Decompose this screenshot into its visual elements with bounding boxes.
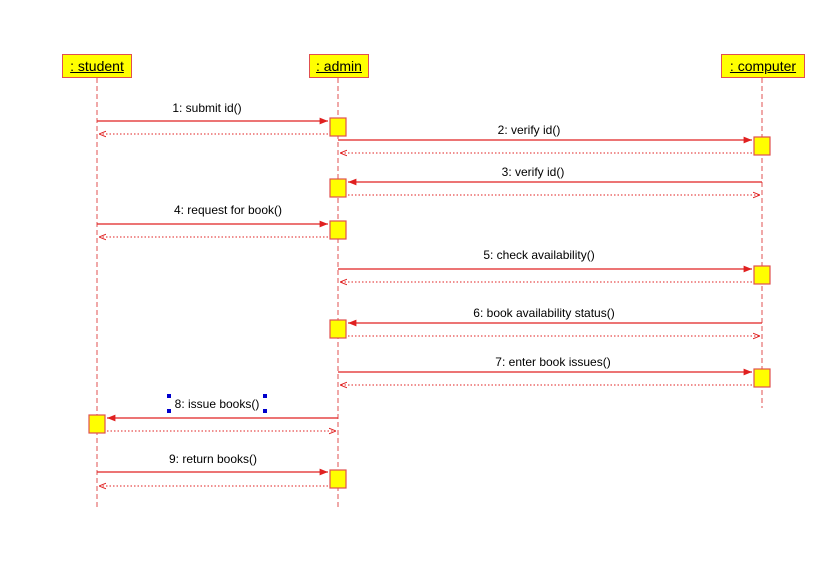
lifeline-label-admin: : admin bbox=[316, 58, 362, 74]
lifeline-head-computer[interactable]: : computer bbox=[721, 54, 805, 78]
message-label-2[interactable]: 2: verify id() bbox=[497, 123, 561, 137]
activation-box-7 bbox=[753, 368, 771, 388]
message-label-7[interactable]: 7: enter book issues() bbox=[495, 355, 611, 369]
activation-box-1 bbox=[329, 117, 347, 137]
message-label-3[interactable]: 3: verify id() bbox=[501, 165, 565, 179]
message-label-5[interactable]: 5: check availability() bbox=[483, 248, 595, 262]
lifeline-head-admin[interactable]: : admin bbox=[309, 54, 369, 78]
activation-box-4 bbox=[329, 220, 347, 240]
activation-box-2 bbox=[753, 136, 771, 156]
lifeline-label-student: : student bbox=[70, 58, 124, 74]
selection-handle[interactable] bbox=[263, 409, 267, 413]
selection-handle[interactable] bbox=[167, 409, 171, 413]
selection-handle[interactable] bbox=[167, 394, 171, 398]
message-label-6[interactable]: 6: book availability status() bbox=[473, 306, 615, 320]
selection-handle[interactable] bbox=[263, 394, 267, 398]
message-label-4[interactable]: 4: request for book() bbox=[173, 203, 283, 217]
activation-box-3 bbox=[329, 178, 347, 198]
message-label-8[interactable]: 8: issue books() bbox=[174, 397, 260, 411]
activation-box-8 bbox=[88, 414, 106, 434]
message-label-1[interactable]: 1: submit id() bbox=[172, 101, 242, 115]
lifeline-label-computer: : computer bbox=[729, 58, 797, 74]
activation-box-9 bbox=[329, 469, 347, 489]
message-label-9[interactable]: 9: return books() bbox=[168, 452, 258, 466]
activation-box-5 bbox=[753, 265, 771, 285]
activation-box-6 bbox=[329, 319, 347, 339]
lifeline-head-student[interactable]: : student bbox=[62, 54, 132, 78]
